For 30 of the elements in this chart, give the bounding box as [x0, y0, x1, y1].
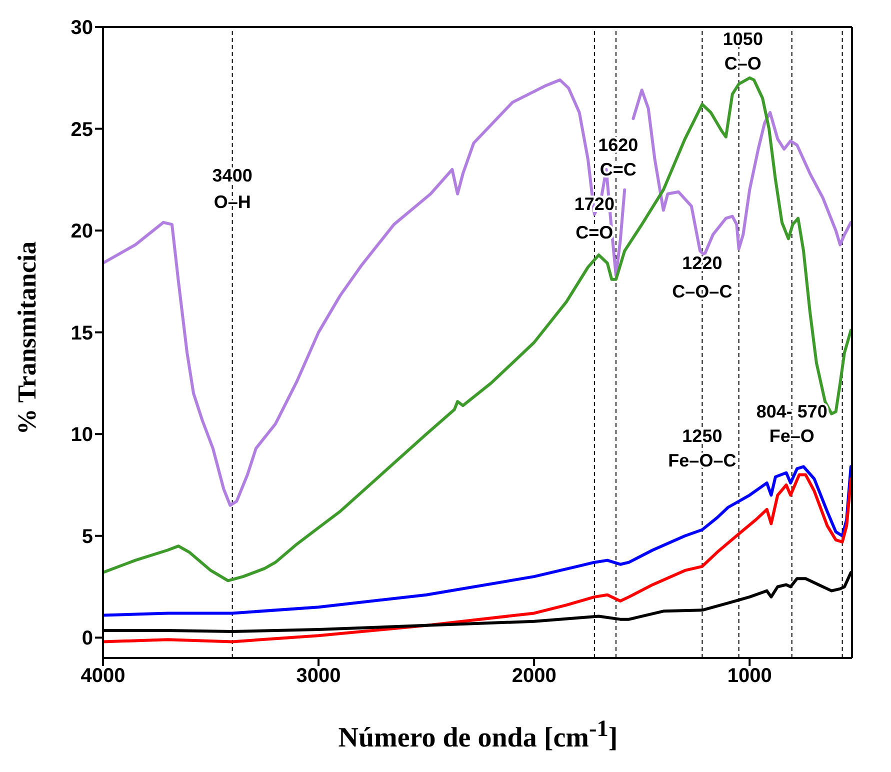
y-tick-label: 20 [70, 220, 93, 243]
annotation: Fe–O [769, 426, 814, 446]
line-series [103, 465, 852, 617]
y-tick-label: 10 [70, 424, 93, 446]
x-tick-label: 1000 [727, 665, 772, 688]
annotation: Fe–O–C [668, 450, 736, 471]
annotation: 1050 [722, 29, 763, 50]
y-tick-label: 5 [82, 526, 93, 548]
line-series [103, 76, 852, 582]
x-tick-label: 3000 [296, 665, 341, 688]
x-tick-label: 2000 [512, 665, 556, 688]
y-tick-label: 30 [70, 17, 93, 40]
annotation: 1250 [682, 426, 722, 446]
x-axis-title: Número de onda [cm$^{-1}$] [337, 716, 619, 754]
y-tick-label: 15 [70, 322, 93, 344]
line-series [103, 473, 852, 644]
annotation: O–H [214, 192, 251, 212]
annotation: 804- 570 [756, 402, 828, 422]
annotation: C=C [600, 159, 636, 180]
y-tick-label: 25 [70, 118, 93, 141]
y-axis-title: % Transmitancia [13, 241, 43, 435]
annotation: 3400 [212, 166, 252, 186]
annotation: C–O–C [672, 282, 732, 302]
annotation: C=O [576, 222, 614, 243]
x-tick-label: 4000 [80, 665, 126, 688]
annotation: C–O [724, 54, 762, 74]
annotation: 1620 [598, 135, 638, 156]
annotation: 1720 [574, 194, 614, 214]
y-tick-label: 0 [82, 628, 93, 650]
annotation: 1220 [682, 253, 722, 274]
